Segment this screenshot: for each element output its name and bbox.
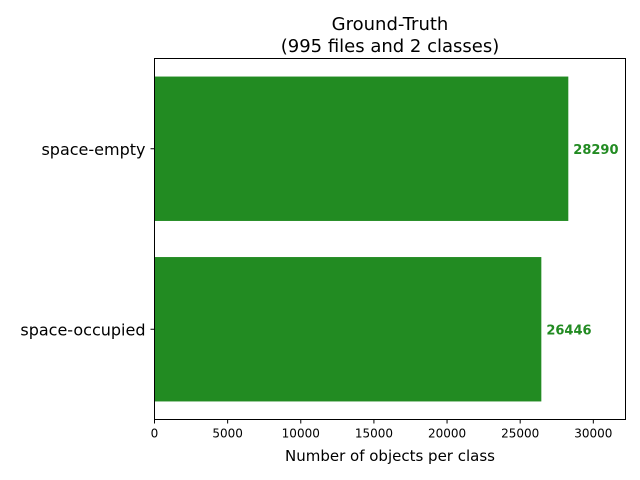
category-label-space-occupied: space-occupied bbox=[20, 320, 145, 339]
x-tick-label: 0 bbox=[151, 427, 159, 441]
x-tick-label: 10000 bbox=[282, 427, 320, 441]
x-axis-ticks: 0 5000 10000 15000 20000 25000 30000 bbox=[151, 419, 612, 441]
x-tick-label: 15000 bbox=[355, 427, 393, 441]
x-tick-label: 25000 bbox=[501, 427, 539, 441]
data-labels: 28290 26446 bbox=[546, 143, 618, 339]
data-label-space-occupied: 26446 bbox=[546, 323, 591, 338]
category-labels: space-empty space-occupied bbox=[20, 140, 155, 339]
bar-space-empty bbox=[154, 76, 569, 221]
plot-frame bbox=[154, 58, 626, 420]
data-label-space-empty: 28290 bbox=[573, 143, 618, 158]
chart-title-line1: Ground-Truth bbox=[332, 14, 449, 35]
category-label-space-empty: space-empty bbox=[41, 140, 145, 159]
chart-title-line2: (995 files and 2 classes) bbox=[281, 36, 500, 57]
bar-space-occupied bbox=[154, 257, 542, 402]
bars-group bbox=[154, 76, 569, 402]
x-tick-label: 30000 bbox=[574, 427, 612, 441]
x-tick-label: 20000 bbox=[428, 427, 466, 441]
x-axis-label: Number of objects per class bbox=[285, 447, 495, 465]
x-tick-label: 5000 bbox=[212, 427, 243, 441]
